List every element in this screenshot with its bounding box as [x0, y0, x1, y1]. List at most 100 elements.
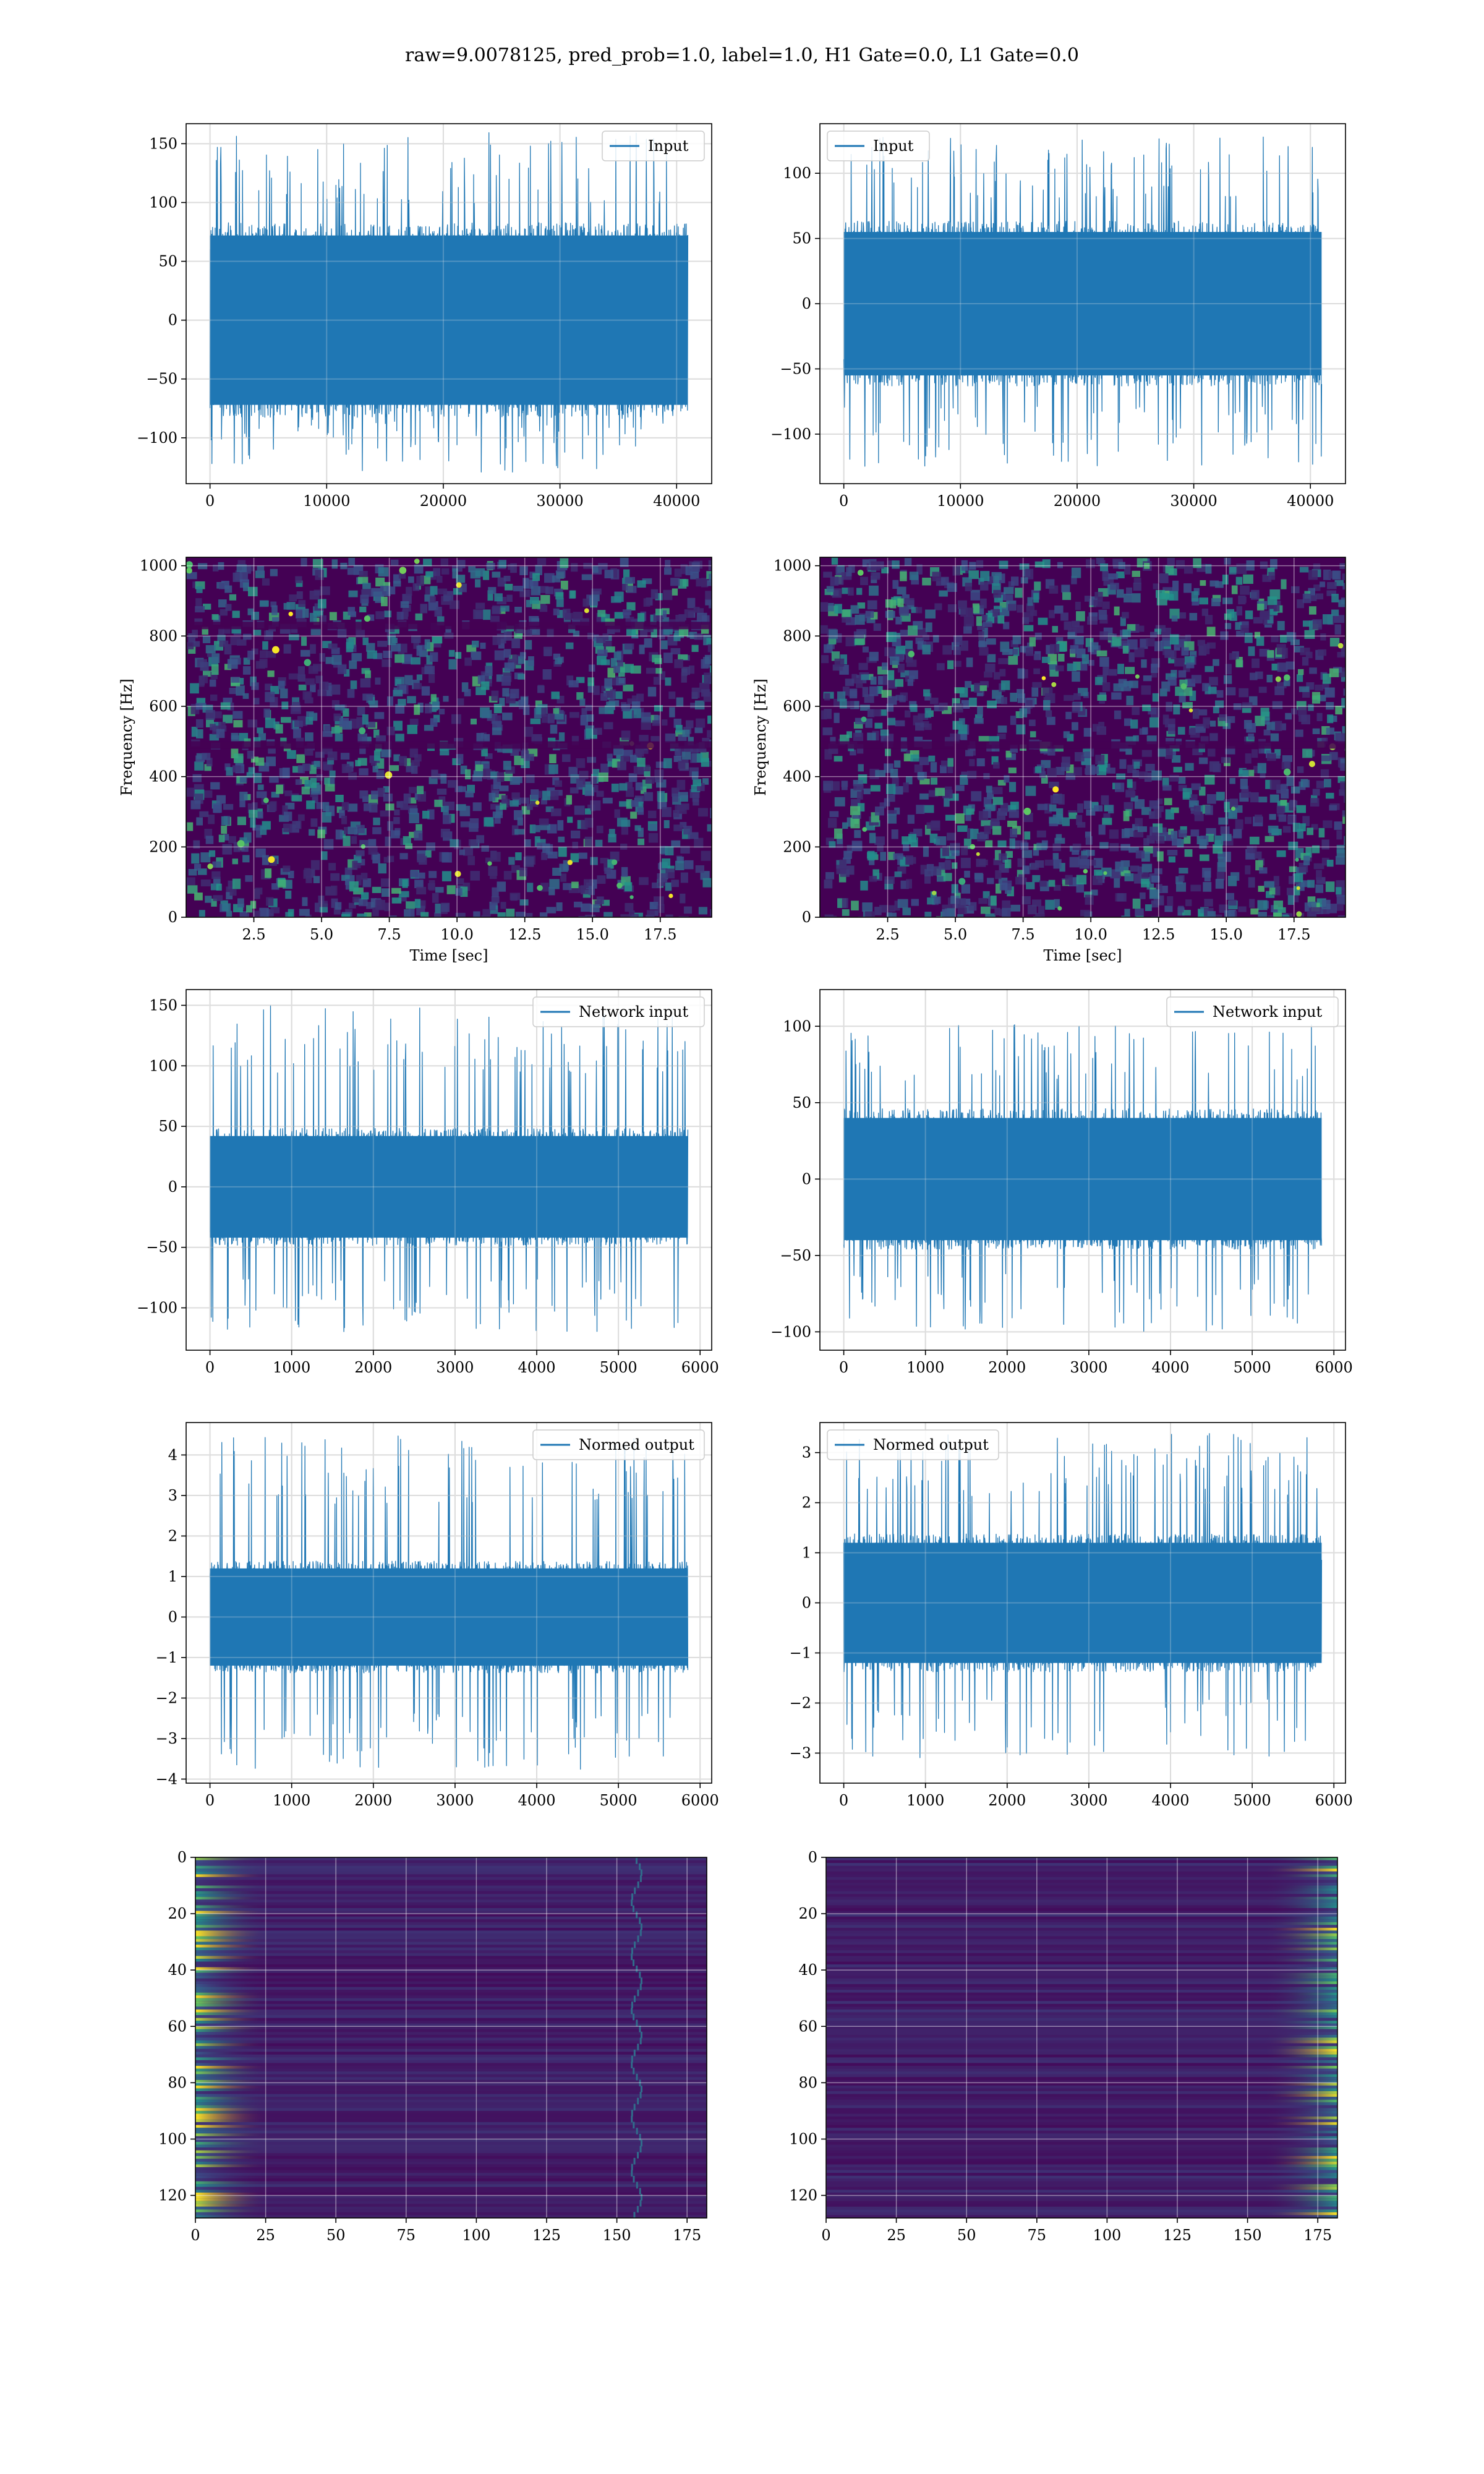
heatmap-cell: [1239, 621, 1249, 628]
heatmap-cell: [258, 733, 267, 741]
heatmap-hotspot: [1296, 911, 1302, 917]
heatmap-cell: [902, 907, 911, 915]
heatmap-cell: [325, 784, 335, 792]
heatmap-cell: [1079, 858, 1090, 869]
heatmap-cell: [602, 633, 609, 641]
heatmap-cell: [301, 649, 310, 657]
heatmap-row: [826, 2066, 1337, 2070]
heatmap-edge-glow: [1263, 2128, 1337, 2131]
heatmap-row: [826, 2173, 1337, 2177]
heatmap-cell: [709, 665, 712, 676]
heatmap-cell: [634, 825, 641, 831]
heatmap-cell: [387, 635, 396, 645]
heatmap-cell: [824, 749, 832, 760]
heatmap-cell: [663, 653, 673, 663]
heatmap-ridge: [640, 1869, 642, 1877]
heatmap-cell: [432, 701, 440, 710]
heatmap-cell: [1010, 904, 1021, 912]
heatmap-cell: [905, 653, 913, 663]
heatmap-cell: [683, 906, 693, 914]
heatmap-cell: [905, 640, 913, 649]
heatmap-cell: [490, 852, 501, 862]
heatmap-cell: [1049, 781, 1059, 789]
heatmap-cell: [219, 725, 227, 732]
heatmap-edge-glow: [1263, 1947, 1337, 1951]
heatmap-cell: [456, 878, 464, 885]
heatmap-row: [195, 1930, 707, 1934]
heatmap-cell: [1216, 792, 1225, 801]
legend-label: Network input: [579, 1003, 688, 1021]
heatmap-cell: [213, 564, 219, 571]
heatmap-cell: [453, 588, 463, 595]
heatmap-cell: [1053, 859, 1062, 869]
heatmap-row: [195, 1967, 707, 1971]
heatmap-cell: [377, 787, 385, 797]
heatmap-cell: [842, 898, 848, 909]
heatmap-cell: [456, 754, 464, 764]
heatmap-cell: [292, 766, 303, 773]
heatmap-cell: [1320, 581, 1326, 588]
heatmap-row: [195, 2209, 707, 2213]
y-tick-label: −50: [146, 370, 177, 388]
heatmap-cell: [492, 811, 503, 818]
heatmap-cell: [1102, 682, 1111, 691]
heatmap-cell: [186, 787, 195, 797]
heatmap-cell: [824, 914, 834, 917]
heatmap-row: [826, 1860, 1337, 1864]
heatmap-cell: [1146, 638, 1155, 647]
heatmap-cell: [672, 588, 678, 596]
heatmap-cell: [422, 810, 430, 819]
heatmap-cell: [1076, 815, 1083, 825]
heatmap-cell: [925, 609, 936, 618]
heatmap-cell: [1296, 674, 1303, 682]
heatmap-cell: [1085, 894, 1094, 905]
heatmap-row: [195, 1964, 707, 1968]
heatmap-cell: [697, 608, 704, 615]
heatmap-cell: [1329, 805, 1337, 811]
heatmap-edge-glow: [195, 1874, 270, 1878]
heatmap-edge-glow: [195, 1956, 270, 1959]
heatmap-cell: [621, 867, 628, 877]
heatmap-row: [826, 2046, 1337, 2050]
heatmap-cell: [304, 868, 311, 876]
heatmap-cell: [914, 764, 923, 773]
heatmap-cell: [1000, 696, 1007, 704]
heatmap-cell: [1166, 701, 1172, 712]
heatmap-cell: [1269, 794, 1279, 803]
heatmap-edge-glow: [195, 1961, 270, 1965]
heatmap-cell: [1258, 886, 1265, 892]
heatmap-row: [826, 1871, 1337, 1875]
heatmap-cell: [200, 879, 211, 887]
heatmap-cell: [1137, 826, 1148, 833]
heatmap-row: [826, 1978, 1337, 1982]
heatmap-cell: [1175, 560, 1185, 569]
heatmap-cell: [440, 748, 450, 756]
heatmap-edge-glow: [195, 1857, 270, 1861]
heatmap-row: [826, 2175, 1337, 2179]
heatmap-cell: [531, 586, 541, 596]
heatmap-edge-glow: [1263, 1941, 1337, 1945]
heatmap-row: [826, 1888, 1337, 1892]
heatmap-cell: [985, 913, 996, 917]
heatmap-cell: [995, 870, 1002, 880]
heatmap-cell: [1302, 620, 1310, 627]
heatmap-cell: [1062, 756, 1070, 768]
heatmap-cell: [349, 660, 357, 669]
series-core-band: [210, 1568, 688, 1666]
heatmap-row: [826, 2122, 1337, 2126]
heatmap-cell: [824, 693, 830, 701]
heatmap-cell: [1326, 701, 1334, 710]
heatmap-edge-glow: [1263, 1990, 1337, 1993]
heatmap-cell: [673, 810, 680, 818]
heatmap-cell: [356, 850, 365, 857]
heatmap-cell: [304, 697, 313, 704]
heatmap-edge-glow: [195, 1877, 270, 1881]
heatmap-cell: [1075, 601, 1081, 610]
heatmap-cell: [1257, 900, 1268, 910]
heatmap-cell: [1214, 835, 1224, 845]
heatmap-row: [195, 1941, 707, 1945]
heatmap-cell: [1151, 664, 1158, 673]
heatmap-edge-glow: [195, 1945, 270, 1948]
heatmap-hotspot: [1296, 886, 1300, 891]
y-tick-label: 2: [168, 1527, 177, 1544]
